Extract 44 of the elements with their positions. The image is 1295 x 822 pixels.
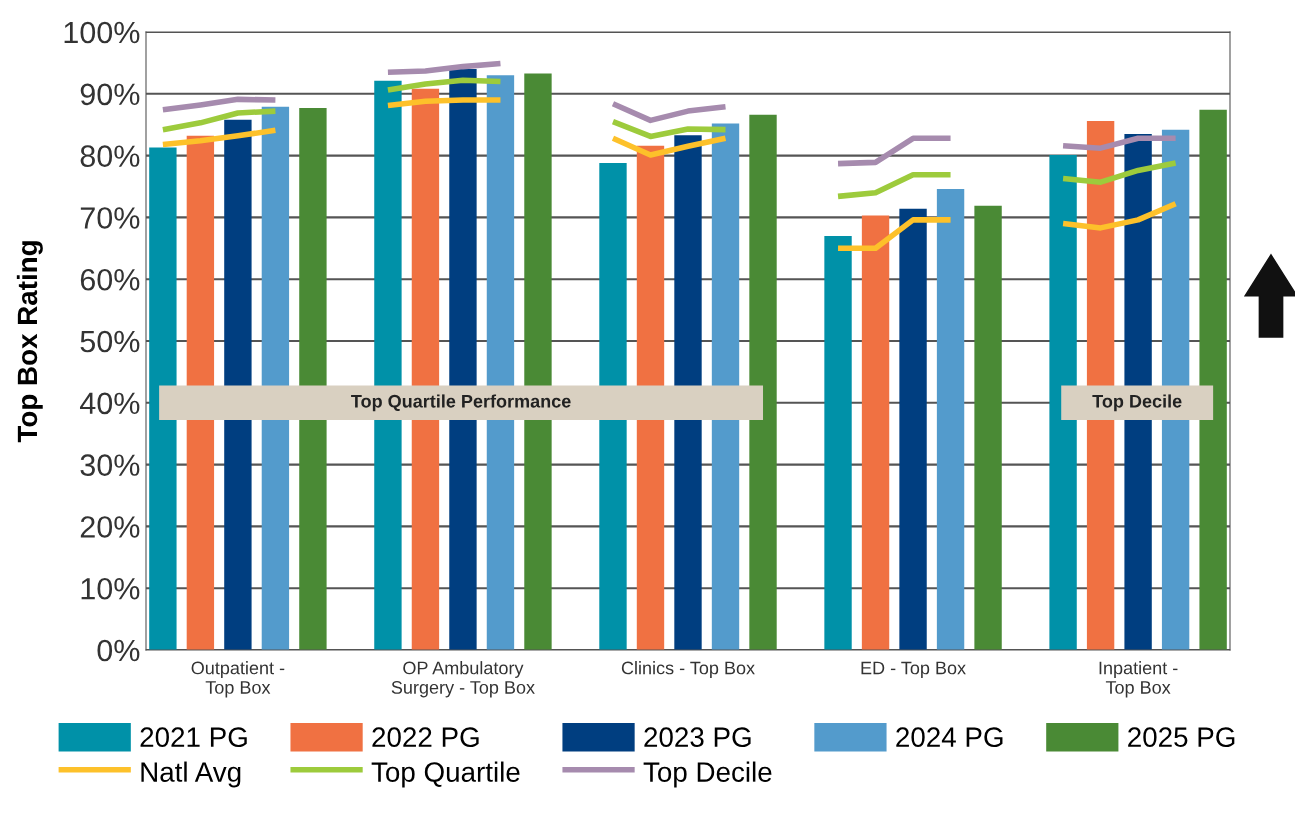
bar xyxy=(186,135,215,650)
legend-label: Natl Avg xyxy=(141,761,241,788)
y-tick-label: 100% xyxy=(64,21,140,44)
bar xyxy=(224,119,252,650)
legend-label: 2023 PG xyxy=(644,727,751,747)
bar xyxy=(974,205,1002,650)
bar xyxy=(711,123,740,650)
y-axis-title: Top Box Rating xyxy=(16,241,43,443)
x-tick-label: Clinics - Top Box xyxy=(621,661,755,678)
bar xyxy=(1049,154,1077,650)
legend-label: Top Quartile xyxy=(371,761,520,788)
annotation: Top Quartile Performance xyxy=(351,394,571,412)
legend-label: 2024 PG xyxy=(896,727,1003,747)
y-tick-label: 10% xyxy=(81,577,140,600)
y-tick-label: 40% xyxy=(79,392,140,415)
y-tick-label: 70% xyxy=(80,207,140,229)
x-tick-label: Inpatient - Top Box xyxy=(1099,661,1178,698)
bar xyxy=(861,215,890,650)
annotation: Top Decile xyxy=(1092,394,1182,412)
y-tick-label: 20% xyxy=(80,516,140,538)
legend-label: 2022 PG xyxy=(372,727,479,747)
bar xyxy=(599,163,627,650)
bar xyxy=(899,208,927,650)
bar xyxy=(149,147,177,650)
legend-label: 2021 PG xyxy=(140,727,247,747)
x-tick-label: OP Ambulatory Surgery - Top Box xyxy=(391,661,535,698)
y-tick-label: 60% xyxy=(80,268,140,291)
y-tick-label: 50% xyxy=(80,330,140,353)
bar xyxy=(299,108,327,650)
x-tick-label: ED - Top Box xyxy=(861,661,966,678)
bar xyxy=(674,135,702,650)
y-tick-label: 90% xyxy=(80,83,140,106)
y-tick-label: 0% xyxy=(97,639,140,662)
legend-label: Top Decile xyxy=(643,761,772,788)
bar xyxy=(636,145,665,650)
bar xyxy=(1199,109,1227,650)
bar xyxy=(749,114,777,650)
bar xyxy=(824,235,852,650)
bar xyxy=(936,188,965,650)
y-tick-label: 30% xyxy=(80,454,140,476)
x-tick-label: Outpatient - Top Box xyxy=(191,661,285,698)
legend-label: 2025 PG xyxy=(1128,727,1235,747)
bar xyxy=(261,106,290,650)
y-tick-label: 80% xyxy=(80,145,140,167)
